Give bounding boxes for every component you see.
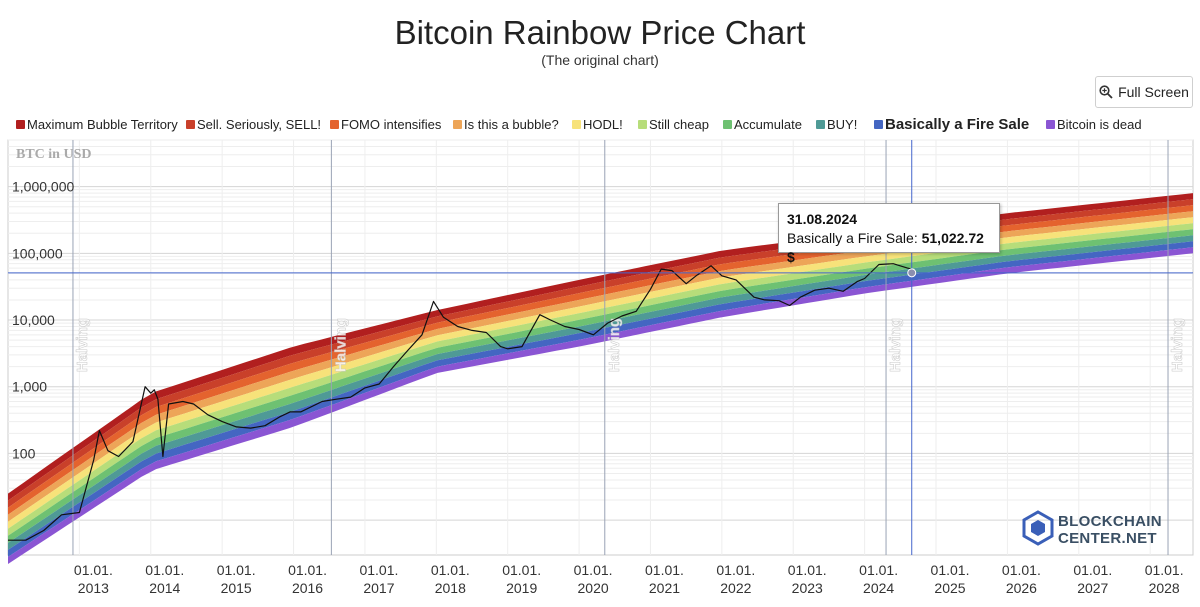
y-tick-label: 100 bbox=[12, 445, 36, 461]
legend-swatch bbox=[453, 119, 462, 129]
legend-label: Maximum Bubble Territory bbox=[27, 116, 178, 132]
cursor-marker bbox=[907, 268, 917, 278]
x-tick-label: 01.01. bbox=[645, 562, 684, 578]
legend-swatch bbox=[330, 119, 339, 129]
x-tick-year: 2024 bbox=[863, 580, 894, 596]
legend-item-hodl[interactable]: HODL! bbox=[572, 113, 623, 135]
legend-swatch bbox=[186, 119, 195, 129]
legend-label: Bitcoin is dead bbox=[1057, 116, 1142, 132]
x-tick-year: 2016 bbox=[292, 580, 323, 596]
x-tick-label: 01.01. bbox=[502, 562, 541, 578]
logo-line-1: BLOCKCHAIN bbox=[1058, 513, 1162, 530]
legend-item-accumulate[interactable]: Accumulate bbox=[723, 113, 802, 135]
tooltip-band: Basically a Fire Sale: bbox=[787, 230, 918, 246]
halving-label: Halving bbox=[887, 318, 904, 372]
legend-item-sell[interactable]: Sell. Seriously, SELL! bbox=[186, 113, 321, 135]
tooltip-value: 51,022.72 $ bbox=[787, 230, 984, 265]
legend-label: Still cheap bbox=[649, 116, 709, 132]
x-tick-label: 01.01. bbox=[217, 562, 256, 578]
tooltip-date: 31.08.2024 bbox=[787, 211, 858, 227]
halving-label: Halving bbox=[332, 318, 349, 372]
price-line bbox=[8, 263, 912, 541]
logo-line-2: CENTER.NET bbox=[1058, 530, 1157, 547]
legend-item-buy[interactable]: BUY! bbox=[816, 113, 857, 135]
legend-label: BUY! bbox=[827, 116, 858, 132]
chart-title: Bitcoin Rainbow Price Chart bbox=[394, 14, 806, 51]
halving-label: Halving bbox=[606, 318, 623, 372]
chart-tooltip: 31.08.2024 Basically a Fire Sale: 51,022… bbox=[778, 203, 1000, 265]
legend-item-bubble[interactable]: Is this a bubble? bbox=[453, 113, 559, 135]
y-tick-label: 1,000 bbox=[12, 379, 47, 395]
x-tick-label: 01.01. bbox=[145, 562, 184, 578]
legend-item-fire-sale[interactable]: Basically a Fire Sale bbox=[874, 113, 1029, 135]
x-tick-label: 01.01. bbox=[574, 562, 613, 578]
x-tick-label: 01.01. bbox=[1145, 562, 1184, 578]
x-tick-label: 01.01. bbox=[931, 562, 970, 578]
legend-swatch bbox=[16, 119, 25, 129]
y-axis-title: BTC in USD bbox=[16, 147, 91, 162]
y-tick-label: 1,000,000 bbox=[12, 179, 74, 195]
legend-swatch bbox=[1046, 119, 1055, 129]
plot-area bbox=[7, 139, 1194, 556]
legend-item-bitcoin-dead[interactable]: Bitcoin is dead bbox=[1046, 113, 1142, 135]
x-tick-year: 2021 bbox=[649, 580, 680, 596]
chart-subtitle: (The original chart) bbox=[541, 52, 659, 68]
x-tick-year: 2028 bbox=[1149, 580, 1180, 596]
x-tick-label: 01.01. bbox=[716, 562, 755, 578]
x-tick-year: 2027 bbox=[1077, 580, 1108, 596]
chart-legend: Maximum Bubble Territory Sell. Seriously… bbox=[16, 113, 1196, 135]
halving-label: Halving bbox=[1169, 318, 1186, 372]
legend-item-maximum-bubble[interactable]: Maximum Bubble Territory bbox=[16, 113, 178, 135]
legend-label: Is this a bubble? bbox=[464, 116, 559, 132]
x-tick-label: 01.01. bbox=[288, 562, 327, 578]
zoom-icon bbox=[1099, 85, 1113, 99]
x-tick-year: 2025 bbox=[934, 580, 965, 596]
y-tick-label: 100,000 bbox=[12, 245, 63, 261]
blockchaincenter-logo: BLOCKCHAIN CENTER.NET bbox=[1022, 510, 1197, 548]
x-tick-label: 01.01. bbox=[74, 562, 113, 578]
legend-swatch bbox=[638, 119, 647, 129]
legend-swatch bbox=[572, 119, 581, 129]
y-tick-label: 10,000 bbox=[12, 312, 55, 328]
x-tick-year: 2026 bbox=[1006, 580, 1037, 596]
legend-swatch bbox=[816, 119, 825, 129]
x-tick-year: 2015 bbox=[221, 580, 252, 596]
x-tick-year: 2020 bbox=[578, 580, 609, 596]
legend-item-fomo[interactable]: FOMO intensifies bbox=[330, 113, 441, 135]
logo-cube-icon bbox=[1022, 510, 1054, 546]
legend-label: HODL! bbox=[583, 116, 623, 132]
full-screen-label: Full Screen bbox=[1118, 84, 1189, 100]
full-screen-button[interactable]: Full Screen bbox=[1095, 76, 1193, 108]
legend-swatch bbox=[874, 119, 883, 129]
x-tick-label: 01.01. bbox=[359, 562, 398, 578]
x-tick-label: 01.01. bbox=[431, 562, 470, 578]
halving-label: Halving bbox=[74, 318, 91, 372]
x-tick-label: 01.01. bbox=[1073, 562, 1112, 578]
x-tick-label: 01.01. bbox=[1002, 562, 1041, 578]
x-tick-year: 2023 bbox=[792, 580, 823, 596]
legend-label: Sell. Seriously, SELL! bbox=[197, 116, 322, 132]
x-tick-year: 2022 bbox=[720, 580, 751, 596]
legend-label: FOMO intensifies bbox=[341, 116, 442, 132]
x-tick-year: 2013 bbox=[78, 580, 109, 596]
x-tick-year: 2019 bbox=[506, 580, 537, 596]
x-tick-year: 2014 bbox=[149, 580, 180, 596]
legend-label: Accumulate bbox=[734, 116, 802, 132]
legend-swatch bbox=[723, 119, 732, 129]
x-tick-label: 01.01. bbox=[788, 562, 827, 578]
x-tick-label: 01.01. bbox=[859, 562, 898, 578]
x-tick-year: 2017 bbox=[363, 580, 394, 596]
legend-item-still-cheap[interactable]: Still cheap bbox=[638, 113, 709, 135]
legend-label: Basically a Fire Sale bbox=[885, 115, 1030, 133]
x-tick-year: 2018 bbox=[435, 580, 466, 596]
